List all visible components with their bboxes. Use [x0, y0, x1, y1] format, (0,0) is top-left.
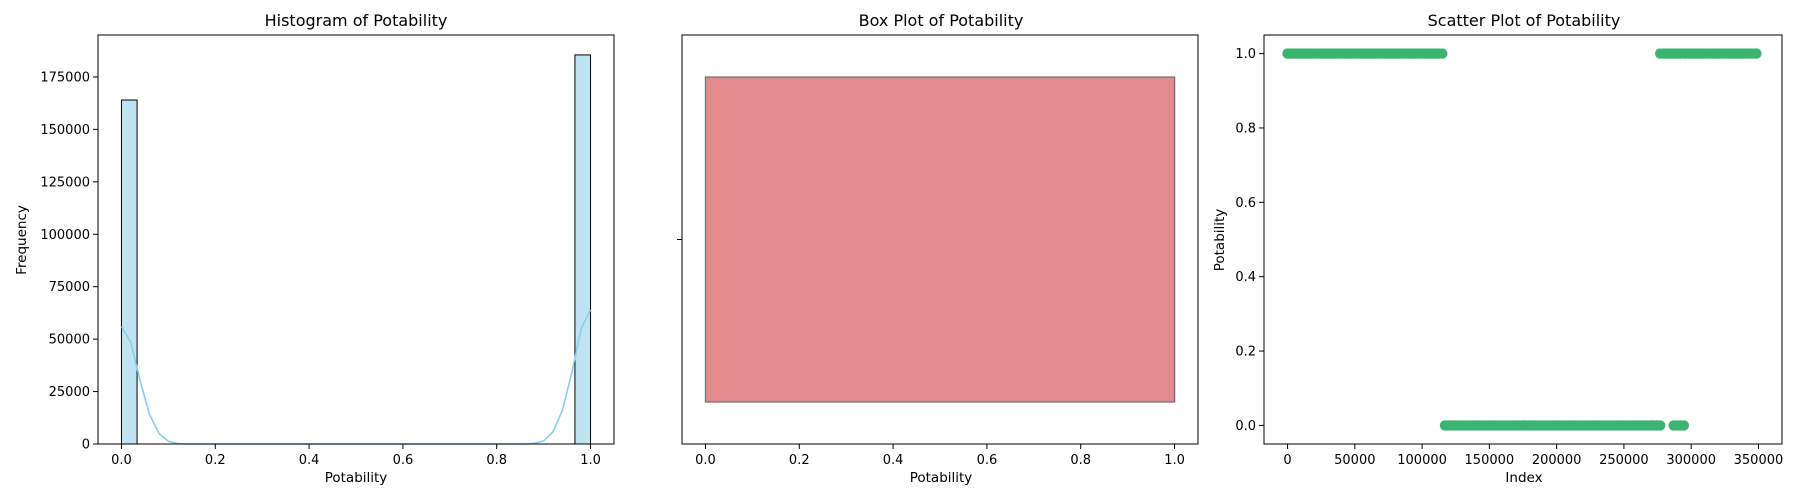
- scatter-ytick-label: 0.2: [1235, 345, 1256, 360]
- scatter-point: [1678, 420, 1690, 431]
- scatter-point: [1437, 48, 1448, 59]
- scatter-xtick-label: 250000: [1599, 453, 1649, 468]
- scatter-frame: [1263, 34, 1783, 445]
- histogram-bar: [120, 99, 138, 445]
- boxplot-panel: Box Plot of Potability Potability 0.0 0.2…: [677, 11, 1199, 486]
- scatter-ytick-label: 0.4: [1235, 270, 1256, 285]
- scatter-xtick-label: 200000: [1532, 453, 1582, 468]
- histogram-frame: [97, 34, 615, 445]
- histogram-xtick-label: 0.0: [111, 453, 132, 468]
- scatter-point: [1751, 48, 1762, 59]
- boxplot-xtick-label: 0.4: [883, 453, 904, 468]
- scatter-xtick-label: 300000: [1666, 453, 1716, 468]
- histogram-xtick-label: 0.2: [205, 453, 226, 468]
- boxplot-xlabel: Potability: [910, 470, 973, 486]
- histogram-xlabel: Potability: [325, 470, 388, 486]
- histogram-xtick-label: 0.8: [486, 453, 507, 468]
- scatter-title: Scatter Plot of Potability: [1428, 11, 1621, 30]
- histogram-ytick-label: 175000: [40, 70, 90, 85]
- histogram-xtick-label: 0.4: [299, 453, 320, 468]
- scatter-ytick-label: 0.0: [1235, 419, 1256, 434]
- histogram-ytick-label: 25000: [49, 385, 90, 400]
- scatter-panel: Scatter Plot of Potability Index Potabil…: [1212, 11, 1783, 486]
- boxplot-xtick-label: 1.0: [1164, 453, 1185, 468]
- scatter-ytick-label: 1.0: [1235, 47, 1256, 62]
- histogram-title: Histogram of Potability: [265, 11, 448, 30]
- boxplot-plot-area: 0.0 0.2 0.4 0.6 0.8 1.0: [677, 76, 1185, 468]
- histogram-plot-area: 0.0 0.2 0.4 0.6 0.8 1.0 0 25000 50000 75000 100000…: [40, 54, 601, 468]
- boxplot-xtick-label: 0.6: [977, 453, 998, 468]
- histogram-ytick-label: 0: [82, 438, 90, 453]
- scatter-xtick-label: 150000: [1465, 453, 1515, 468]
- scatter-xtick-label: 50000: [1334, 453, 1375, 468]
- scatter-ytick-label: 0.8: [1235, 121, 1256, 136]
- boxplot-xtick-label: 0.0: [695, 453, 716, 468]
- boxplot-box: [704, 76, 1176, 403]
- histogram-panel: Histogram of Potability Potability Frequ…: [14, 11, 615, 486]
- scatter-ylabel: Potability: [1212, 209, 1228, 272]
- boxplot-title: Box Plot of Potability: [859, 11, 1024, 30]
- histogram-ytick-label: 75000: [49, 280, 90, 295]
- histogram-kde-line: [120, 309, 592, 445]
- scatter-ytick-label: 0.6: [1235, 196, 1256, 211]
- histogram-ytick-label: 100000: [40, 228, 90, 243]
- histogram-ytick-label: 125000: [40, 175, 90, 190]
- scatter-xtick-label: 0: [1283, 453, 1291, 468]
- histogram-ytick-label: 150000: [40, 123, 90, 138]
- histogram-ylabel: Frequency: [14, 205, 30, 275]
- scatter-point: [1655, 420, 1666, 431]
- scatter-plot-area: 0 50000 100000 150000 200000 250000 300000 3500…: [1235, 47, 1783, 468]
- boxplot-xtick-label: 0.8: [1070, 453, 1091, 468]
- histogram-xtick-label: 0.6: [393, 453, 414, 468]
- histogram-ytick-label: 50000: [49, 333, 90, 348]
- scatter-xtick-label: 100000: [1397, 453, 1447, 468]
- scatter-xlabel: Index: [1505, 470, 1542, 486]
- histogram-xtick-label: 1.0: [580, 453, 601, 468]
- boxplot-frame: [681, 34, 1199, 445]
- boxplot-xtick-label: 0.2: [789, 453, 810, 468]
- histogram-bar: [574, 54, 592, 445]
- scatter-xtick-label: 350000: [1734, 453, 1784, 468]
